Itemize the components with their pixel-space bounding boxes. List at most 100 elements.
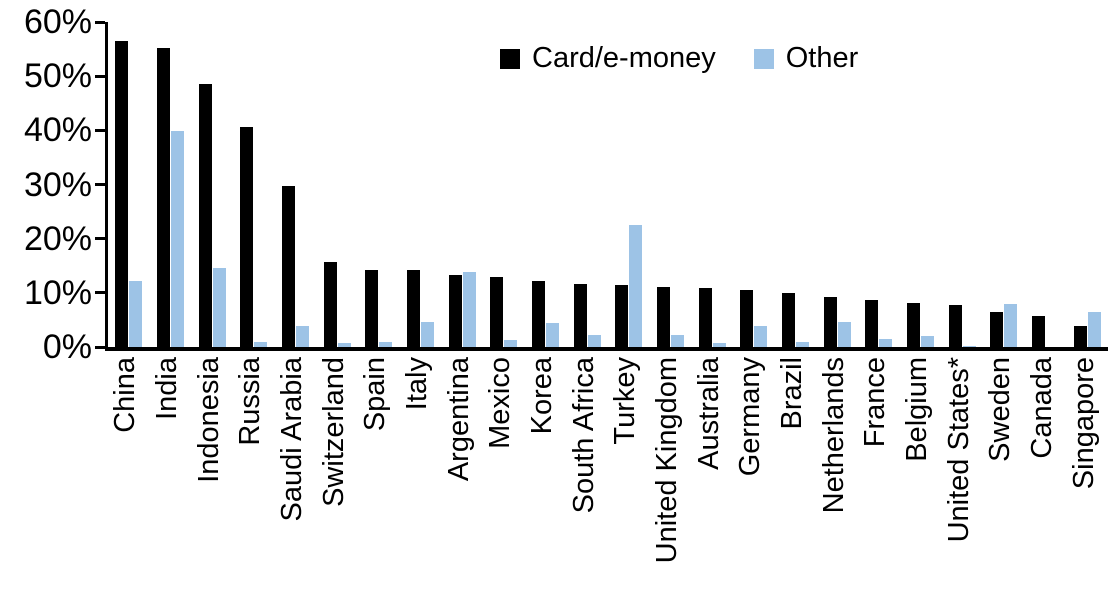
- bar-group-switzerland: [316, 22, 358, 347]
- bar-group-spain: [358, 22, 400, 347]
- bar-other: [129, 281, 143, 347]
- bar-card-e-money: [365, 270, 379, 347]
- bar-card-e-money: [115, 41, 129, 347]
- x-axis-label-cell: China: [105, 357, 147, 594]
- legend-label-card-e-money: Card/e-money: [532, 42, 716, 74]
- bar-card-e-money: [198, 84, 212, 347]
- bar-card-e-money: [1073, 326, 1087, 347]
- y-axis-tick: [95, 345, 105, 349]
- bar-other: [754, 326, 768, 347]
- bar-group-south-africa: [566, 22, 608, 347]
- bar-other: [962, 346, 976, 347]
- x-axis-label: Indonesia: [192, 357, 225, 483]
- bar-group-france: [858, 22, 900, 347]
- x-axis-label: United States*: [942, 357, 975, 543]
- bar-other: [629, 225, 643, 347]
- x-axis-label-cell: Brazil: [772, 357, 814, 594]
- x-axis-label: France: [859, 357, 892, 448]
- x-axis-label-cell: Canada: [1022, 357, 1064, 594]
- x-axis-label: Spain: [359, 357, 392, 432]
- bar-card-e-money: [823, 297, 837, 347]
- bar-other: [837, 322, 851, 347]
- y-axis-tick: [95, 128, 105, 132]
- x-axis-label-cell: Spain: [355, 357, 397, 594]
- x-axis-label-cell: United States*: [938, 357, 980, 594]
- x-axis-label: Argentina: [442, 357, 475, 482]
- bar-group-united-kingdom: [650, 22, 692, 347]
- bar-group-belgium: [900, 22, 942, 347]
- x-axis-label: Australia: [692, 357, 725, 470]
- bar-other: [546, 323, 560, 347]
- bar-group-argentina: [441, 22, 483, 347]
- bar-card-e-money: [615, 285, 629, 347]
- bar-card-e-money: [990, 312, 1004, 347]
- bar-other: [337, 343, 351, 347]
- x-axis-label: Russia: [234, 357, 267, 446]
- y-axis-label: 60%: [23, 3, 92, 41]
- bar-group-indonesia: [191, 22, 233, 347]
- y-axis-label: 20%: [23, 219, 92, 258]
- x-axis-label-cell: Germany: [730, 357, 772, 594]
- y-axis-label: 40%: [23, 111, 92, 150]
- legend-item-other: Other: [753, 42, 858, 75]
- bar-other: [254, 342, 268, 347]
- x-axis-label: Mexico: [484, 357, 517, 449]
- bar-card-e-money: [407, 270, 421, 347]
- bar-group-saudi-arabia: [275, 22, 317, 347]
- bar-other: [462, 272, 476, 347]
- bar-card-e-money: [282, 186, 296, 347]
- bar-group-italy: [400, 22, 442, 347]
- x-axis-label-cell: France: [855, 357, 897, 594]
- bar-card-e-money: [740, 290, 754, 347]
- bar-group-netherlands: [816, 22, 858, 347]
- x-axis-label-cell: Turkey: [605, 357, 647, 594]
- bar-other: [212, 268, 226, 347]
- y-axis-label: 30%: [23, 165, 92, 204]
- x-axis-label: Saudi Arabia: [275, 357, 308, 522]
- x-axis-label-cell: Australia: [688, 357, 730, 594]
- bar-card-e-money: [573, 284, 587, 347]
- y-axis-label: 0%: [42, 328, 92, 366]
- bar-group-germany: [733, 22, 775, 347]
- other-swatch-icon: [753, 48, 774, 69]
- x-axis-label: Turkey: [609, 357, 642, 445]
- bar-other: [379, 342, 393, 347]
- x-axis-label: Belgium: [900, 357, 933, 462]
- bar-group-mexico: [483, 22, 525, 347]
- y-axis-tick: [95, 74, 105, 78]
- y-axis-tick: [95, 20, 105, 24]
- bar-card-e-money: [907, 303, 921, 347]
- bar-other: [587, 335, 601, 347]
- x-axis-label-cell: Russia: [230, 357, 272, 594]
- card-e-money-swatch-icon: [500, 48, 520, 69]
- bar-other: [1087, 312, 1101, 347]
- plot-area: [95, 20, 1108, 351]
- bar-card-e-money: [323, 262, 337, 347]
- x-axis-labels: China India Indonesia Russia Saudi Arabia Swi…: [105, 357, 1105, 594]
- bar-card-e-money: [157, 48, 170, 347]
- x-axis-label-cell: Belgium: [897, 357, 939, 594]
- y-axis-label: 50%: [23, 57, 92, 96]
- x-axis-label: China: [109, 357, 142, 433]
- bar-card-e-money: [448, 275, 462, 347]
- bar-group-singapore: [1066, 22, 1108, 347]
- x-axis-label: South Africa: [567, 357, 600, 514]
- x-axis-label: Canada: [1025, 357, 1058, 459]
- bar-other: [1004, 304, 1018, 347]
- x-axis-label-cell: Saudi Arabia: [272, 357, 314, 594]
- x-axis-label: Netherlands: [817, 357, 850, 514]
- y-axis-tick: [95, 237, 105, 241]
- x-axis-label: Singapore: [1067, 357, 1100, 490]
- bar-card-e-money: [698, 288, 712, 347]
- y-axis-tick: [95, 183, 105, 186]
- x-axis-label-cell: India: [147, 357, 189, 594]
- bar-other: [796, 342, 810, 347]
- bar-group-russia: [233, 22, 275, 347]
- bar-other: [421, 322, 435, 347]
- bar-card-e-money: [532, 281, 546, 347]
- bar-card-e-money: [782, 293, 796, 347]
- bar-card-e-money: [865, 300, 879, 347]
- bar-other: [296, 326, 310, 347]
- bar-card-e-money: [490, 277, 504, 347]
